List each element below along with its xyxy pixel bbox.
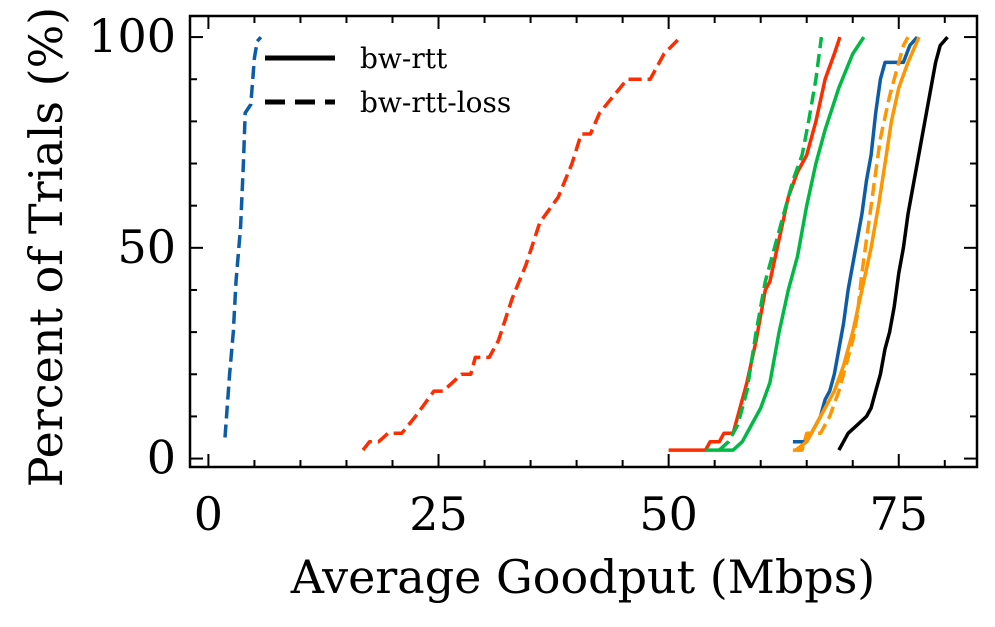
y-tick-label: 50 (117, 220, 176, 274)
series-line-red-bw-rtt-loss (361, 35, 682, 452)
legend-label-bw-rtt-loss: bw-rtt-loss (360, 86, 511, 119)
x-tick-label: 25 (409, 487, 468, 541)
x-tick-label: 75 (869, 487, 928, 541)
series-line-red-bw-rtt (668, 36, 842, 452)
y-tick-label: 100 (88, 9, 176, 63)
y-axis-label: Percent of Trials (%) (19, 7, 73, 488)
series-line-blue-bw-rtt-loss (223, 35, 263, 438)
series-line-black-bw-rtt (837, 35, 949, 451)
y-tick-labels: 0 50 100 (88, 9, 176, 484)
x-tick-labels: 0 25 50 75 (194, 487, 928, 541)
legend: bw-rtt bw-rtt-loss (265, 42, 511, 119)
series-layer (223, 35, 949, 452)
x-tick-label: 50 (639, 487, 698, 541)
series-line-orange-bw-rtt-loss (792, 36, 910, 452)
x-tick-label: 0 (194, 487, 223, 541)
series-line-green-bw-rtt (705, 36, 866, 452)
series-line-orange-bw-rtt (794, 36, 921, 452)
axis-ticks (190, 16, 977, 467)
y-tick-label: 0 (147, 431, 176, 485)
plot-area-frame (188, 14, 979, 469)
x-axis-label: Average Goodput (Mbps) (290, 550, 876, 604)
legend-label-bw-rtt: bw-rtt (360, 42, 448, 75)
series-line-green-bw-rtt-loss (718, 36, 824, 452)
